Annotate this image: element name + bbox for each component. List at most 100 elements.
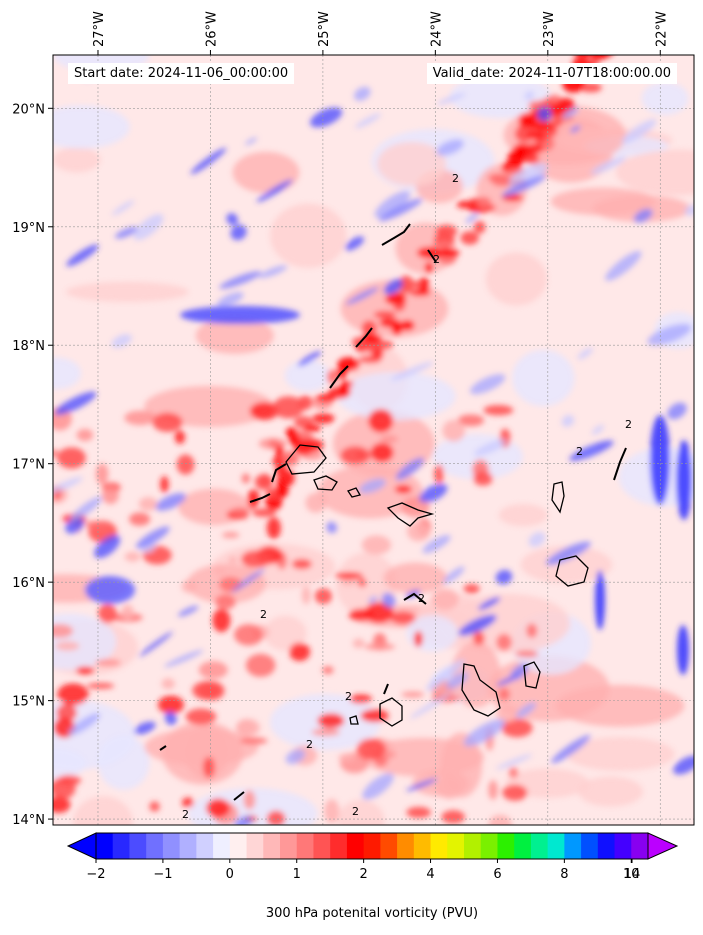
pv-patch [581, 45, 597, 53]
pv-patch [579, 82, 602, 93]
pv-patch [507, 149, 525, 166]
colorbar-tick-label: 4 [426, 867, 434, 882]
pv-patch [180, 306, 300, 324]
pv-patch [364, 643, 396, 651]
pv-patch [424, 262, 434, 273]
pv-patch [457, 414, 485, 427]
pv-patch [73, 796, 133, 825]
pv-patch [436, 139, 464, 156]
pv-patch [465, 212, 479, 224]
pv-patch [463, 583, 480, 594]
pv-patch [252, 508, 277, 517]
pv-patch [473, 471, 493, 486]
pv-patch [356, 341, 381, 352]
pv-patch [65, 517, 84, 534]
pv-patch [605, 250, 642, 281]
pv-patch [498, 503, 548, 527]
pv-patch [473, 220, 486, 234]
colorbar-tick-label: −2 [86, 867, 105, 882]
pv-patch [441, 810, 465, 824]
pv-patch [391, 323, 403, 336]
pv-patch [391, 291, 406, 304]
colorbar-swatch [480, 833, 498, 859]
pv-patch [310, 107, 343, 128]
pv-patch [555, 684, 685, 727]
pv-patch [326, 369, 338, 385]
pv-patch [515, 702, 537, 719]
pv-patch [390, 361, 434, 381]
pv-patch [422, 535, 451, 554]
pv-patch [390, 611, 416, 625]
pv-patch [406, 778, 438, 792]
pv-patch [272, 396, 304, 419]
colorbar-swatch [280, 833, 298, 859]
pv-patch [398, 275, 414, 294]
pv-patch [324, 799, 340, 824]
lat-tick-label: 16°N [12, 576, 45, 591]
pv-patch [496, 704, 518, 723]
pv-patch [85, 576, 135, 604]
pv-patch [374, 190, 411, 218]
colorbar-swatch [112, 833, 130, 859]
pv-patch [352, 638, 365, 649]
pv-patch [381, 592, 396, 608]
pv-contour [383, 683, 389, 695]
pv-patch [164, 711, 177, 726]
island-boa-vista [555, 555, 589, 587]
pv-patch [488, 814, 512, 825]
pv-patch [232, 151, 300, 194]
pv-patch [463, 719, 506, 747]
pv-patch [124, 551, 141, 562]
colorbar-swatch [380, 833, 398, 859]
pv-patch [570, 125, 581, 133]
pv-patch [370, 442, 394, 463]
pv-patch [536, 106, 552, 122]
pv-patch [174, 430, 186, 445]
pv-patch [458, 614, 497, 636]
pv-patch [161, 678, 175, 690]
lat-tick-label: 20°N [12, 102, 45, 117]
pv-patch [98, 604, 117, 624]
pv-patch [345, 286, 380, 305]
island-sal [551, 481, 565, 514]
pv-patch [288, 433, 301, 446]
pv-patch [434, 464, 444, 484]
colorbar-swatch [196, 833, 214, 859]
pv-contour [233, 791, 245, 801]
colorbar-swatch [346, 833, 365, 859]
pv-patch [382, 750, 396, 758]
colorbar-swatch [146, 833, 164, 859]
colorbar-swatch [597, 833, 616, 859]
pv-patch [508, 767, 519, 779]
pv-patch [362, 773, 394, 800]
pv-patch [409, 692, 452, 719]
pv-patch [138, 631, 173, 657]
pv-patch [303, 424, 321, 432]
pv-patch [312, 413, 335, 424]
pv-field: 2 2 2 2 2 2 2 2 2 2 [53, 45, 694, 825]
contour-label: 2 [306, 738, 313, 751]
contour-labels: 2 2 2 2 2 2 2 2 2 2 [182, 172, 632, 821]
pv-patch [508, 163, 548, 187]
colorbar-swatch [530, 833, 549, 859]
colorbar-tick-label: 6 [493, 867, 501, 882]
pv-patch [281, 469, 295, 486]
island-santo-antao [285, 444, 327, 475]
pv-patch [550, 187, 656, 216]
colorbar-swatch [363, 833, 381, 859]
pv-patch [383, 279, 404, 295]
pv-contour [271, 463, 287, 483]
pv-patch [377, 141, 447, 187]
pv-patch [368, 596, 378, 604]
lat-tick-label: 19°N [12, 221, 45, 236]
pv-patch [483, 405, 514, 416]
pv-patch [182, 797, 194, 808]
pv-patch [426, 246, 441, 260]
colorbar-swatch [129, 833, 147, 859]
pv-patch [86, 682, 115, 689]
pv-patch [562, 107, 579, 119]
pv-patch [359, 478, 386, 494]
pv-patch [577, 347, 593, 360]
pv-contour [329, 365, 349, 389]
map-frame [52, 54, 695, 826]
